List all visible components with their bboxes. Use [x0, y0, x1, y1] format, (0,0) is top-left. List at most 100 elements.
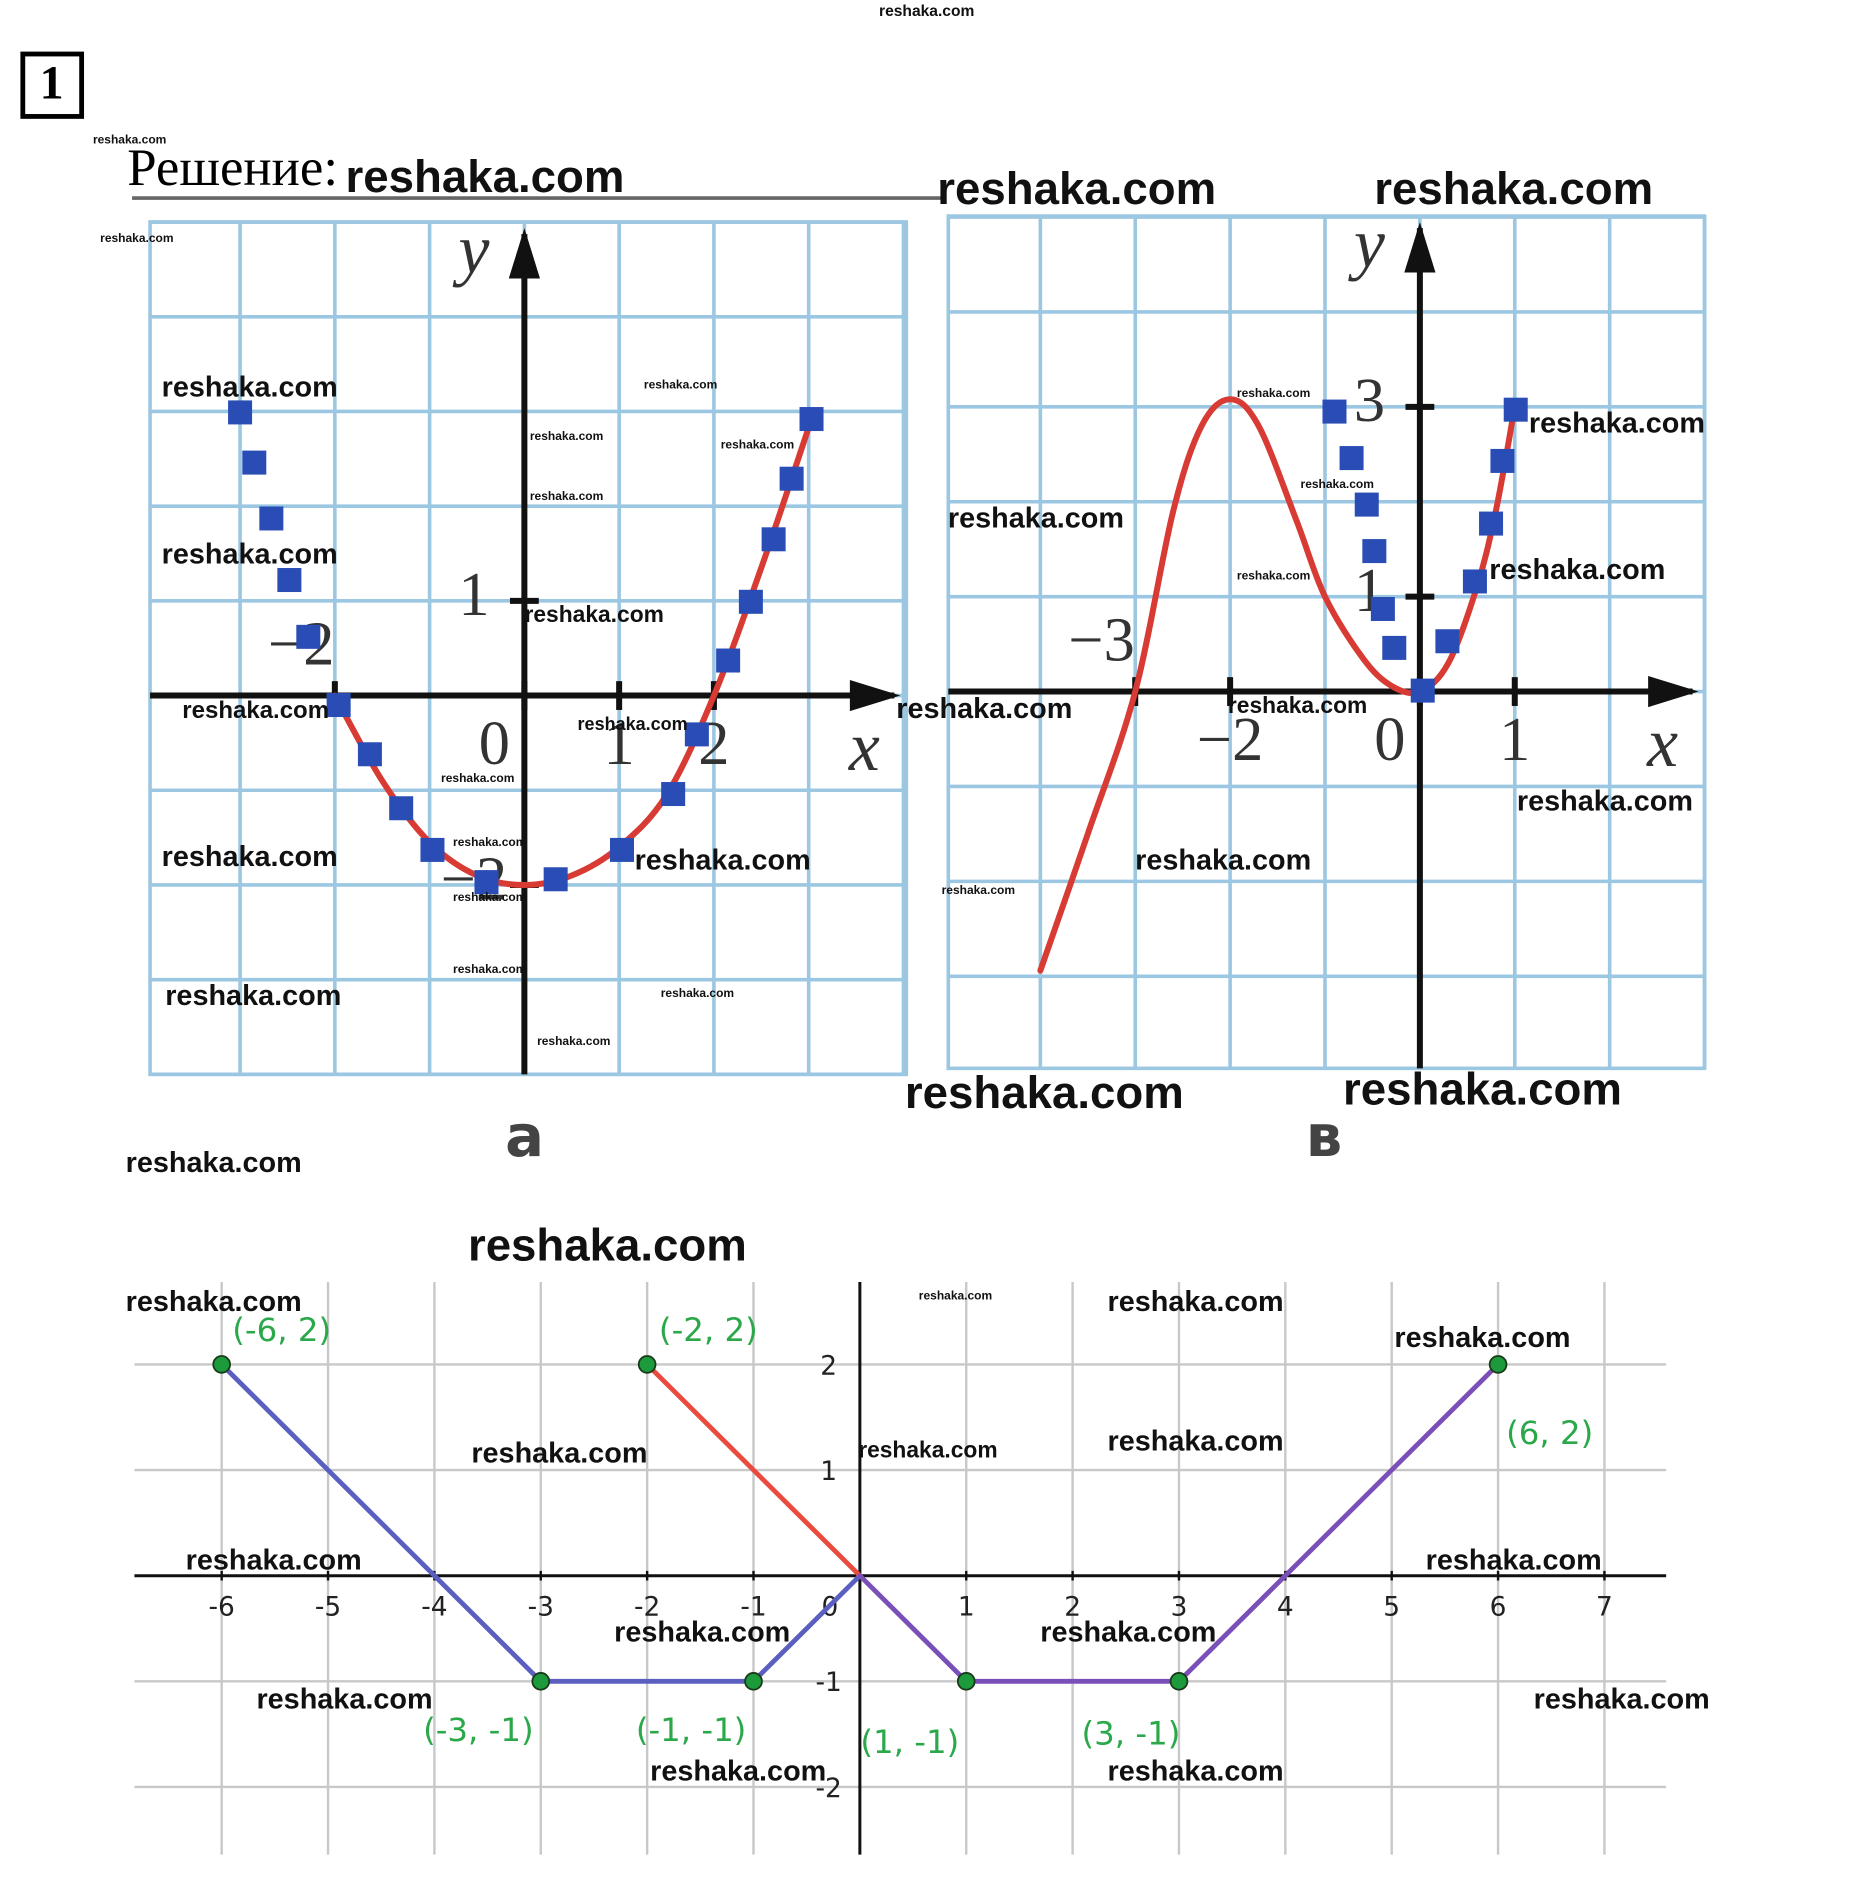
x-tick-label: 2 [1064, 1592, 1081, 1623]
watermark: reshaka.com [468, 1219, 747, 1270]
marker-square [259, 506, 284, 531]
marker-square [1354, 492, 1379, 517]
watermark: reshaka.com [942, 883, 1015, 897]
marker-square [543, 867, 568, 892]
x-tick-label: 3 [1171, 1592, 1188, 1623]
watermark: reshaka.com [1489, 554, 1665, 586]
x-tick-label: -3 [528, 1592, 554, 1623]
watermark: reshaka.com [1394, 1322, 1570, 1354]
watermark: reshaka.com [661, 986, 734, 1000]
point-label: (-2, 2) [659, 1311, 758, 1349]
caption: в [1306, 1103, 1342, 1170]
watermark: reshaka.com [948, 502, 1124, 534]
x-tick-label: -6 [209, 1592, 235, 1623]
number-box [20, 51, 85, 119]
x-tick-label: 1 [1499, 705, 1530, 774]
marker-square [1462, 569, 1487, 594]
watermark: reshaka.com [453, 962, 526, 976]
watermark: reshaka.com [126, 1286, 302, 1318]
watermark: reshaka.com [256, 1684, 432, 1716]
watermark: reshaka.com [162, 372, 338, 404]
point-label: (-6, 2) [232, 1311, 331, 1349]
watermark: reshaka.com [614, 1616, 790, 1648]
watermark: reshaka.com [1108, 1425, 1284, 1457]
point [1169, 1672, 1189, 1691]
watermark: reshaka.com [1534, 1684, 1710, 1716]
watermark: reshaka.com [1301, 477, 1374, 491]
watermark: reshaka.com [441, 771, 514, 785]
watermark: reshaka.com [1135, 844, 1311, 876]
marker-square [389, 796, 414, 821]
watermark: reshaka.com [1529, 408, 1705, 440]
x-tick-label: -4 [421, 1592, 447, 1623]
watermark: reshaka.com [165, 980, 341, 1012]
marker-square [1370, 596, 1395, 621]
x-tick-label: -5 [315, 1592, 341, 1623]
marker-square [1503, 397, 1528, 422]
caption: а [505, 1103, 544, 1170]
x-tick-label: 4 [1277, 1592, 1294, 1623]
point [956, 1672, 976, 1691]
watermark: reshaka.com [1426, 1544, 1602, 1576]
x-tick-label: 6 [1490, 1592, 1507, 1623]
watermark: reshaka.com [578, 714, 688, 734]
x-tick-label: 1 [958, 1592, 975, 1623]
x-axis-label: x [848, 709, 880, 786]
watermark: reshaka.com [186, 1544, 362, 1576]
point-label: (3, -1) [1082, 1714, 1181, 1752]
marker-square [1479, 511, 1504, 536]
watermark: reshaka.com [471, 1437, 647, 1469]
watermark: reshaka.com [126, 1147, 302, 1179]
x-tick-label: 7 [1596, 1592, 1613, 1623]
watermark: reshaka.com [453, 890, 526, 904]
point [637, 1355, 657, 1374]
task-number: 1 [40, 57, 64, 110]
watermark: reshaka.com [879, 3, 974, 20]
watermark: reshaka.com [1108, 1286, 1284, 1318]
y-axis-label: y [453, 211, 490, 288]
watermark: reshaka.com [537, 1034, 610, 1048]
y-axis-arrow [508, 228, 540, 279]
marker-square [1490, 448, 1515, 473]
marker-square [738, 589, 763, 614]
y-tick-label: 1 [458, 560, 489, 629]
y-tick-label: 1 [820, 1456, 837, 1487]
point-label: (-1, -1) [636, 1711, 747, 1749]
solution-title: Решение: [127, 139, 338, 197]
watermark: reshaka.com [1343, 1063, 1622, 1114]
watermark: reshaka.com [1228, 692, 1367, 718]
marker-square [228, 400, 253, 425]
watermark: reshaka.com [858, 1436, 997, 1462]
marker-square [1382, 635, 1407, 660]
watermark: reshaka.com [530, 429, 603, 443]
y-tick-label: -1 [815, 1667, 841, 1698]
x-tick-label: 5 [1383, 1592, 1400, 1623]
marker-square [661, 782, 686, 807]
watermark: reshaka.com [100, 231, 173, 245]
watermark: reshaka.com [162, 841, 338, 873]
marker-square [716, 648, 741, 673]
watermark: reshaka.com [937, 163, 1216, 214]
x-tick-label: −2 [1197, 705, 1263, 774]
watermark: reshaka.com [162, 538, 338, 570]
marker-square [277, 568, 302, 593]
marker-square [1435, 629, 1460, 654]
x-tick-label: -1 [740, 1592, 766, 1623]
y-axis-arrow [1404, 222, 1436, 273]
x-tick-label: −3 [1068, 605, 1134, 674]
x-axis-label: x [1646, 705, 1678, 782]
point [531, 1672, 551, 1691]
point [744, 1672, 763, 1691]
watermark: reshaka.com [1040, 1616, 1216, 1648]
point-label: (-3, -1) [423, 1711, 534, 1749]
watermark: reshaka.com [346, 151, 625, 202]
y-axis-label: y [1348, 205, 1385, 282]
marker-square [1410, 678, 1435, 703]
watermark: reshaka.com [721, 438, 794, 452]
line-series [219, 1362, 863, 1684]
watermark: reshaka.com [1237, 568, 1310, 582]
y-tick-label: 3 [1354, 366, 1385, 435]
marker-square [1362, 539, 1387, 564]
watermark: reshaka.com [93, 133, 166, 147]
